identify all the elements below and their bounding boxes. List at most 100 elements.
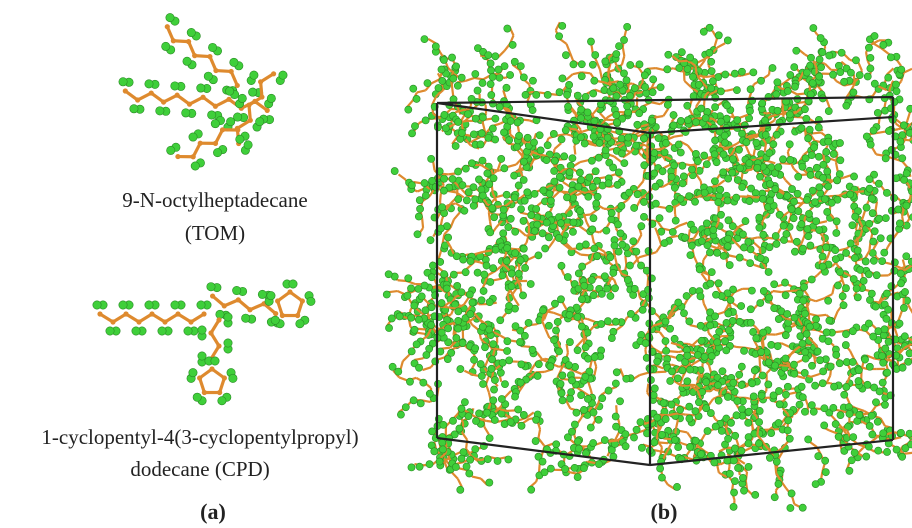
atom <box>656 215 663 222</box>
atom <box>571 464 578 471</box>
bond <box>842 175 851 178</box>
atom <box>562 127 569 134</box>
atom <box>490 265 497 272</box>
atom <box>505 224 512 231</box>
bond <box>637 235 641 243</box>
atom <box>706 49 713 56</box>
atom <box>723 347 730 354</box>
bond <box>677 413 686 414</box>
atom <box>903 170 910 177</box>
atom <box>842 285 849 292</box>
bond <box>493 279 502 281</box>
atom <box>486 299 493 306</box>
bond <box>657 221 662 228</box>
atom <box>518 361 525 368</box>
atom <box>803 115 810 122</box>
atom <box>897 429 904 436</box>
bond <box>554 313 562 316</box>
atom <box>703 161 710 168</box>
atom <box>267 291 275 299</box>
atom <box>834 282 841 289</box>
atom <box>689 287 696 294</box>
atom <box>696 167 703 174</box>
bond <box>422 367 431 370</box>
atom <box>485 51 492 58</box>
atom <box>577 134 584 141</box>
atom <box>459 339 466 346</box>
atom <box>490 386 497 393</box>
atom <box>738 381 745 388</box>
atom <box>543 219 550 226</box>
atom <box>735 146 742 153</box>
atom <box>671 335 678 342</box>
atom <box>687 252 694 259</box>
atom <box>751 367 758 374</box>
atom <box>771 494 778 501</box>
atom <box>722 71 729 78</box>
carbon <box>110 319 115 324</box>
atom <box>767 197 774 204</box>
atom <box>626 262 633 269</box>
atom <box>908 441 912 448</box>
atom <box>851 254 858 261</box>
atom <box>488 365 495 372</box>
atom <box>594 193 601 200</box>
atom <box>833 177 840 184</box>
atom <box>807 62 814 69</box>
bond <box>454 213 460 220</box>
atom <box>807 54 814 61</box>
atom <box>575 270 582 277</box>
atom <box>439 77 446 84</box>
atom <box>829 71 836 78</box>
atom <box>171 301 179 309</box>
carbon <box>248 118 253 123</box>
atom <box>489 73 496 80</box>
atom <box>691 198 698 205</box>
bond <box>389 291 398 292</box>
atom <box>816 56 823 63</box>
bond <box>484 427 489 435</box>
carbon <box>200 95 205 100</box>
atom <box>708 269 715 276</box>
atom <box>250 71 258 79</box>
atom <box>892 81 899 88</box>
atom <box>241 314 249 322</box>
atom <box>573 409 580 416</box>
bond <box>655 116 664 118</box>
atom <box>582 241 589 248</box>
atom <box>766 149 773 156</box>
atom <box>811 382 818 389</box>
atom <box>613 111 620 118</box>
atom <box>421 282 428 289</box>
carbon <box>258 79 263 84</box>
atom <box>216 310 224 318</box>
atom <box>668 368 675 375</box>
atom <box>761 117 768 124</box>
atom <box>782 391 789 398</box>
atom <box>520 217 527 224</box>
atom <box>854 294 861 301</box>
atom <box>588 157 595 164</box>
atom <box>690 226 697 233</box>
atom <box>655 135 662 142</box>
atom <box>807 171 814 178</box>
atom <box>661 149 668 156</box>
atom <box>213 148 221 156</box>
bond <box>505 391 511 398</box>
atom <box>607 254 614 261</box>
atom <box>719 368 726 375</box>
atom <box>823 329 830 336</box>
atom <box>684 102 691 109</box>
carbon <box>300 298 305 303</box>
atom <box>457 486 464 493</box>
atom <box>837 157 844 164</box>
atom <box>615 169 622 176</box>
atom <box>620 70 627 77</box>
atom <box>611 242 618 249</box>
bond <box>548 241 553 248</box>
atom <box>499 272 506 279</box>
atom <box>895 206 902 213</box>
atom <box>852 213 859 220</box>
atom <box>591 77 598 84</box>
atom <box>745 440 752 447</box>
